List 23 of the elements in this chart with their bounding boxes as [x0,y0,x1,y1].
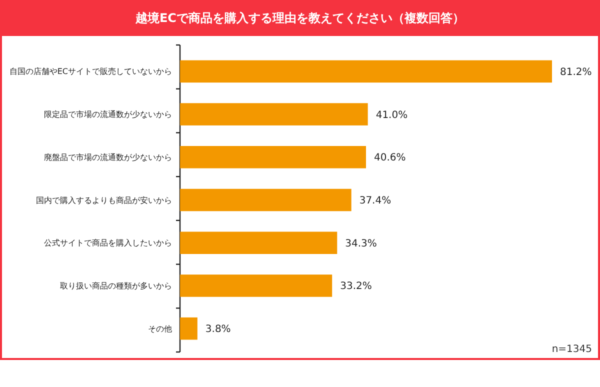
y-tick-label: 自国の店舗やECサイトで販売していないから [9,67,172,76]
bar [180,317,198,340]
data-label: 34.3% [345,238,377,250]
bar [180,274,332,297]
annotation: n=1345 [552,344,592,355]
data-label: 41.0% [376,110,408,121]
data-label: 33.2% [340,281,372,292]
y-tick-label: 国内で購入するよりも商品が安いから [36,196,172,205]
bar [180,188,352,212]
y-tick-label: 公式サイトで商品を購入したいから [44,238,172,248]
data-label: 81.2% [560,66,592,78]
bar [180,60,552,83]
bar [180,103,368,126]
y-tick-label: 廃盤品で市場の流通数が少ないから [44,152,172,162]
y-tick-label: 取り扱い商品の種類が多いから [60,282,172,291]
data-label: 37.4% [359,196,392,206]
chart-title: 越境ECで商品を購入する理由を教えてください（複数回答） [134,11,465,26]
y-tick-label: その他 [148,324,172,334]
data-label: 3.8% [205,324,231,336]
data-label: 40.6% [374,152,406,164]
bar [180,146,366,168]
bar [180,232,338,254]
y-tick-label: 限定品で市場の流通数が少ないから [44,110,172,120]
